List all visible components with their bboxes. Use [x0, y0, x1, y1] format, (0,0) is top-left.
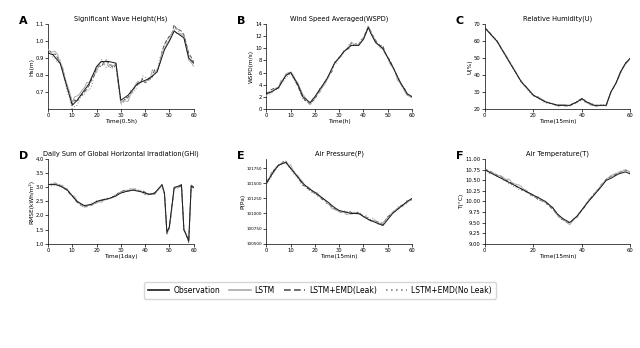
- Text: F: F: [456, 151, 463, 161]
- X-axis label: Time(15min): Time(15min): [539, 254, 577, 259]
- Y-axis label: WSPD(m/s): WSPD(m/s): [249, 50, 254, 83]
- Legend: Observation, LSTM, LSTM+EMD(Leak), LSTM+EMD(No Leak): Observation, LSTM, LSTM+EMD(Leak), LSTM+…: [144, 282, 496, 299]
- Title: Relative Humidity(U): Relative Humidity(U): [523, 16, 592, 22]
- Y-axis label: T(°C): T(°C): [459, 194, 464, 209]
- X-axis label: Time(h): Time(h): [328, 119, 351, 124]
- X-axis label: Time(1day): Time(1day): [104, 254, 138, 259]
- Title: Air Temperature(T): Air Temperature(T): [526, 151, 589, 157]
- Text: B: B: [237, 16, 246, 26]
- Y-axis label: RMSE(kWh/m²): RMSE(kWh/m²): [28, 179, 34, 223]
- Text: D: D: [19, 151, 28, 161]
- Text: E: E: [237, 151, 245, 161]
- Title: Wind Speed Averaged(WSPD): Wind Speed Averaged(WSPD): [290, 16, 388, 22]
- X-axis label: Time(15min): Time(15min): [321, 254, 358, 259]
- Text: A: A: [19, 16, 28, 26]
- Y-axis label: U(%): U(%): [467, 59, 472, 74]
- Title: Daily Sum of Global Horizontal Irradiation(GHI): Daily Sum of Global Horizontal Irradiati…: [43, 151, 198, 157]
- X-axis label: Time(15min): Time(15min): [539, 119, 577, 124]
- Y-axis label: P(Pa): P(Pa): [240, 194, 245, 209]
- X-axis label: Time(0.5h): Time(0.5h): [105, 119, 137, 124]
- Text: C: C: [456, 16, 464, 26]
- Title: Significant Wave Height(Hs): Significant Wave Height(Hs): [74, 16, 168, 22]
- Y-axis label: Hs(m): Hs(m): [29, 57, 34, 76]
- Title: Air Pressure(P): Air Pressure(P): [315, 151, 364, 157]
